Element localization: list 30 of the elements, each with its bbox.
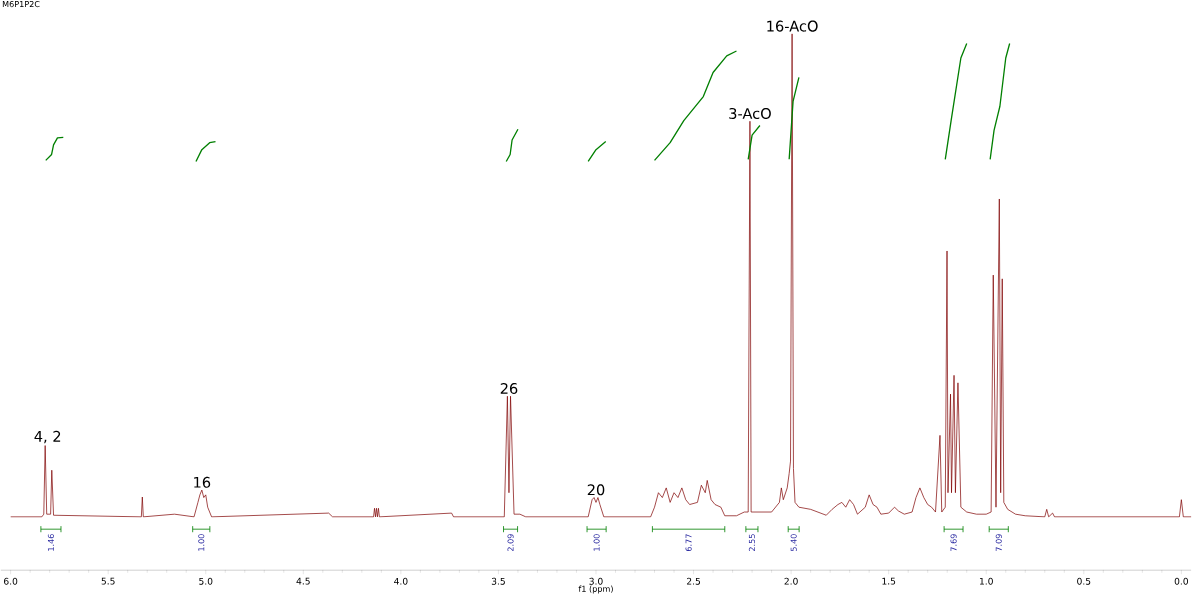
x-tick-label: 5.5 <box>101 577 115 585</box>
annotation: 3-AcO <box>729 108 771 120</box>
annotation: 16 <box>194 476 211 488</box>
annotation: 7.69 <box>950 534 957 552</box>
annotation: 2.09 <box>507 534 514 552</box>
x-tick-label: 0.5 <box>1077 577 1091 585</box>
x-tick-label: 5.0 <box>199 577 213 585</box>
annotation: 26 <box>500 383 518 395</box>
x-tick-label: 2.0 <box>784 577 798 585</box>
x-tick-label: 3.5 <box>491 577 505 585</box>
annotation: 5.40 <box>790 534 797 552</box>
annotation: 7.09 <box>995 534 1002 552</box>
annotation: 16-AcO <box>767 20 818 32</box>
x-tick-label: 4.0 <box>394 577 408 585</box>
annotation: 1.00 <box>593 534 600 551</box>
annotation: 20 <box>587 484 605 496</box>
annotation: 1.46 <box>47 534 54 551</box>
x-axis-title: f1 (ppm) <box>578 585 613 594</box>
x-tick-label: 2.5 <box>686 577 701 585</box>
x-tick-label: 3.0 <box>589 577 603 585</box>
x-tick-label: 4.5 <box>296 577 310 585</box>
x-tick-label: 1.5 <box>882 577 896 585</box>
x-tick-label: 1.0 <box>979 577 993 585</box>
annotation: 4, 2 <box>34 430 61 444</box>
annotation: 2.55 <box>748 534 755 552</box>
annotation: 1.00 <box>198 534 205 551</box>
x-tick-label: 6.0 <box>4 577 18 585</box>
annotation: 6.77 <box>685 534 692 552</box>
x-tick-label: 0.0 <box>1174 577 1189 585</box>
chart-title: M6P1P2C <box>2 1 40 8</box>
